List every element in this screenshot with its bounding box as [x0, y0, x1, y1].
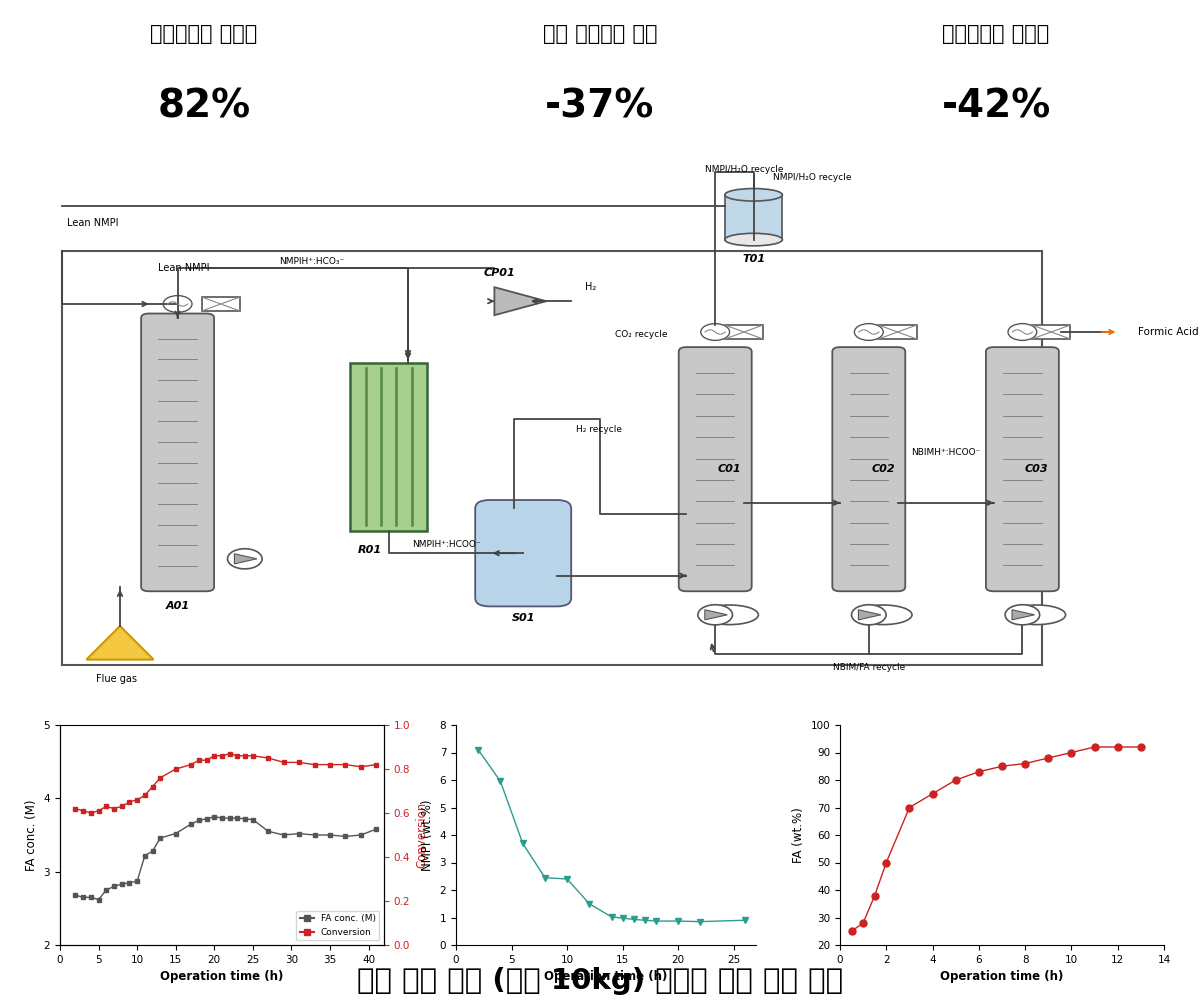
Text: 82%: 82% — [157, 87, 251, 125]
Text: -42%: -42% — [941, 87, 1051, 125]
Y-axis label: FA (wt.%): FA (wt.%) — [792, 807, 805, 863]
Text: NBIMH⁺:HCOO⁻: NBIMH⁺:HCOO⁻ — [911, 448, 980, 457]
Text: NMPI/H₂O recycle: NMPI/H₂O recycle — [773, 173, 851, 182]
Legend: FA conc. (M), Conversion: FA conc. (M), Conversion — [296, 911, 379, 940]
FancyBboxPatch shape — [986, 347, 1058, 591]
Text: NBIM/FA recycle: NBIM/FA recycle — [833, 664, 905, 672]
Circle shape — [1006, 605, 1039, 625]
Bar — [725, 325, 763, 339]
FancyBboxPatch shape — [142, 314, 214, 591]
Ellipse shape — [701, 605, 758, 625]
Bar — [350, 363, 427, 531]
FancyBboxPatch shape — [679, 347, 751, 591]
Y-axis label: FA conc. (M): FA conc. (M) — [25, 799, 38, 871]
Text: T01: T01 — [742, 254, 766, 264]
Text: Lean NMPI: Lean NMPI — [158, 263, 210, 273]
Bar — [1032, 325, 1070, 339]
Circle shape — [228, 549, 262, 569]
Text: H₂: H₂ — [584, 282, 596, 292]
Y-axis label: Conversion: Conversion — [415, 802, 428, 868]
Text: R01: R01 — [358, 545, 382, 555]
Polygon shape — [234, 554, 257, 564]
Text: C02: C02 — [871, 464, 895, 474]
Circle shape — [854, 324, 883, 340]
X-axis label: Operation time (h): Operation time (h) — [545, 970, 667, 983]
Text: 이산화탄소 저감량: 이산화탄소 저감량 — [942, 24, 1050, 44]
Text: H₂ recycle: H₂ recycle — [576, 426, 622, 434]
Text: NMPIH⁺:HCOO⁻: NMPIH⁺:HCOO⁻ — [412, 540, 481, 549]
Text: 이산화탄소 전환율: 이산화탄소 전환율 — [150, 24, 258, 44]
Ellipse shape — [1008, 605, 1066, 625]
Circle shape — [698, 605, 732, 625]
Text: Flue gas: Flue gas — [96, 674, 137, 684]
Text: Formic Acid: Formic Acid — [1138, 327, 1199, 337]
Bar — [725, 195, 782, 240]
Ellipse shape — [725, 189, 782, 201]
FancyBboxPatch shape — [475, 500, 571, 606]
Text: CO₂ recycle: CO₂ recycle — [614, 330, 667, 339]
Polygon shape — [494, 287, 546, 315]
Bar — [62, 251, 1042, 665]
Text: -37%: -37% — [545, 87, 655, 125]
Text: NMPIH⁺:HCO₃⁻: NMPIH⁺:HCO₃⁻ — [280, 257, 344, 266]
Text: NMPI/H₂O recycle: NMPI/H₂O recycle — [704, 165, 784, 174]
Bar — [878, 325, 917, 339]
Bar — [202, 297, 240, 311]
Text: Lean NMPI: Lean NMPI — [67, 218, 119, 228]
Circle shape — [1008, 324, 1037, 340]
Text: S01: S01 — [511, 613, 535, 623]
Text: A01: A01 — [166, 601, 190, 611]
Ellipse shape — [725, 233, 782, 246]
Polygon shape — [858, 610, 881, 620]
Text: C03: C03 — [1025, 464, 1049, 474]
Circle shape — [163, 296, 192, 312]
Ellipse shape — [854, 605, 912, 625]
Text: 기존 공정대비 가격: 기존 공정대비 가격 — [542, 24, 658, 44]
X-axis label: Operation time (h): Operation time (h) — [941, 970, 1063, 983]
Y-axis label: NMPI (wt.%): NMPI (wt.%) — [421, 799, 434, 871]
X-axis label: Operation time (h): Operation time (h) — [161, 970, 283, 983]
FancyBboxPatch shape — [833, 347, 905, 591]
Text: 세계 최대 규모 (하루 10kg) 파일럿 공정 실증 운전: 세계 최대 규모 (하루 10kg) 파일럿 공정 실증 운전 — [356, 967, 844, 995]
Circle shape — [852, 605, 886, 625]
Circle shape — [701, 324, 730, 340]
Polygon shape — [86, 626, 154, 660]
Polygon shape — [704, 610, 727, 620]
Polygon shape — [1012, 610, 1034, 620]
Text: C01: C01 — [718, 464, 742, 474]
Text: CP01: CP01 — [484, 268, 515, 278]
